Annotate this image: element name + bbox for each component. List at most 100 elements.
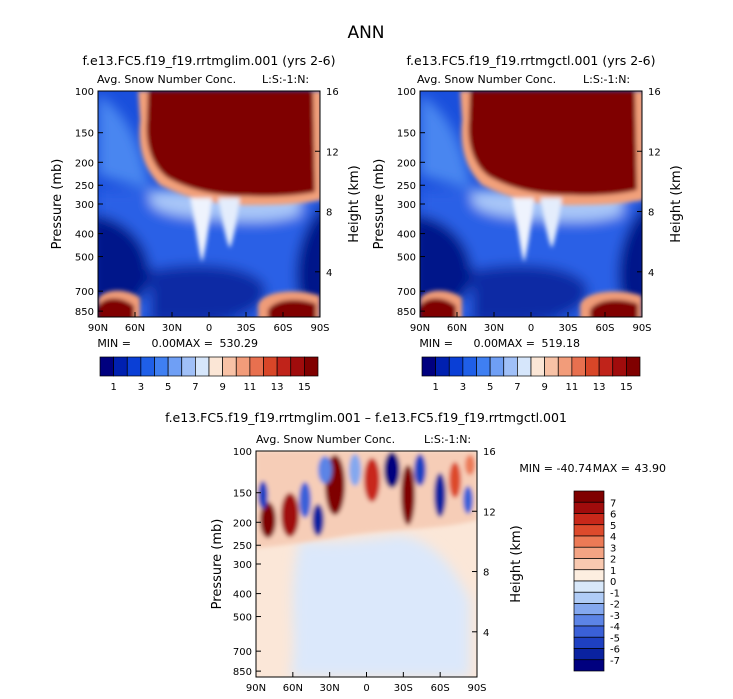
colorbar-cell <box>573 603 605 616</box>
colorbar-label: 11 <box>566 382 579 393</box>
panel-lim-ylabel-right: Height (km) <box>347 165 362 242</box>
y2-tick-label: 4 <box>483 628 489 639</box>
panel-ctl-title: f.e13.FC5.f19_f19.rrtmgctl.001 (yrs 2-6) <box>406 53 655 68</box>
x-tick-label: 30N <box>320 683 340 694</box>
field-deep-mid <box>472 265 588 317</box>
x-tick-label: 0 <box>528 323 534 334</box>
panel-ctl-axes: 90N 60N 30N 0 30S 60S 90S 100 150 200 250 300 400 500… <box>397 87 661 334</box>
field-red-cap <box>468 91 637 196</box>
colorbar-cell <box>435 356 450 377</box>
colorbar-label: 3 <box>610 543 616 554</box>
field-light-west <box>420 95 472 190</box>
colorbar-label: 15 <box>298 382 311 393</box>
x-tick-label: 0 <box>363 683 369 694</box>
colorbar-cell <box>573 513 605 526</box>
panel-lim-code: L:S:-1:N: <box>262 73 309 86</box>
diff-blue-cell <box>312 504 324 536</box>
colorbar-label: 7 <box>514 382 520 393</box>
diff-blue-cell <box>299 482 311 518</box>
colorbar-cell <box>290 356 305 377</box>
panel-lim-colorbar: 1 3 5 7 9 11 13 15 <box>99 356 319 393</box>
colorbar-cell <box>517 356 532 377</box>
panel-lim: f.e13.FC5.f19_f19.rrtmglim.001 (yrs 2-6)… <box>50 53 362 393</box>
y2-tick-label: 12 <box>483 507 496 518</box>
panel-ctl-ylabel: Pressure (mb) <box>372 159 387 250</box>
diff-blue-cell <box>258 481 268 509</box>
y-tick-label: 300 <box>233 560 252 571</box>
y2-tick-label: 12 <box>648 147 661 158</box>
panel-ctl-ylabel-right: Height (km) <box>669 165 684 242</box>
colorbar-cell <box>573 546 605 559</box>
y2-tick-label: 16 <box>326 87 339 98</box>
field-white-trough-1 <box>512 198 534 262</box>
colorbar-label: 0 <box>610 577 616 588</box>
diff-red-cell <box>449 462 461 498</box>
x-tick-label: 30N <box>484 323 504 334</box>
panel-ctl-code: L:S:-1:N: <box>583 73 630 86</box>
y-tick-label: 200 <box>233 518 252 529</box>
y-tick-label: 500 <box>397 253 416 264</box>
field-red-base-west <box>98 298 134 317</box>
y-tick-label: 850 <box>233 667 252 678</box>
panel-diff-subtitle: Avg. Snow Number Conc. <box>256 433 395 446</box>
panel-ctl-subtitle: Avg. Snow Number Conc. <box>417 73 556 86</box>
colorbar-cell <box>573 501 605 514</box>
field-blurred <box>98 95 320 317</box>
colorbar-label: -1 <box>610 588 620 599</box>
panel-ctl-plot <box>420 91 642 317</box>
diff-blue-cell <box>434 473 446 517</box>
colorbar-cell <box>154 356 169 377</box>
colorbar-cell <box>573 614 605 627</box>
colorbar-label: -7 <box>610 656 620 667</box>
colorbar-cell <box>208 356 223 377</box>
colorbar-label: 9 <box>541 382 547 393</box>
colorbar-label: 11 <box>244 382 257 393</box>
field-sharp <box>420 91 642 317</box>
y-tick-label: 850 <box>397 307 416 318</box>
panel-diff-code: L:S:-1:N: <box>424 433 471 446</box>
y-tick-label: 200 <box>397 158 416 169</box>
y2-tick-label: 4 <box>648 268 654 279</box>
y-tick-label: 700 <box>397 287 416 298</box>
colorbar-cell <box>195 356 210 377</box>
x-tick-label: 90N <box>246 683 266 694</box>
field-white-trough-1 <box>190 198 212 262</box>
figure-title: ANN <box>347 23 384 43</box>
colorbar-cell <box>249 356 264 377</box>
y-tick-label: 250 <box>75 181 94 192</box>
colorbar-cell <box>573 569 605 582</box>
y-tick-label: 300 <box>397 200 416 211</box>
diff-red-cell <box>465 455 475 475</box>
colorbar-label: 13 <box>271 382 284 393</box>
panel-lim-max-value: 530.29 <box>220 337 259 350</box>
field-white-trough-2 <box>218 198 240 248</box>
x-tick-label: 60S <box>431 683 450 694</box>
colorbar-label: 9 <box>219 382 225 393</box>
diff-red-cell <box>260 502 276 538</box>
colorbar-cell <box>263 356 278 377</box>
colorbar-label: 4 <box>610 532 616 543</box>
x-tick-label: 30N <box>162 323 182 334</box>
diff-blue-cell <box>349 454 361 486</box>
colorbar-label: 3 <box>460 382 466 393</box>
x-tick-label: 30S <box>394 683 413 694</box>
colorbar-label: 3 <box>138 382 144 393</box>
panel-ctl-min-label: MIN = <box>419 337 453 350</box>
x-tick-label: 60N <box>447 323 467 334</box>
panel-lim-plot <box>98 91 320 317</box>
colorbar-cell <box>571 356 586 377</box>
panel-ctl-max-label: MAX = <box>498 337 535 350</box>
y2-tick-label: 16 <box>648 87 661 98</box>
y2-tick-label: 16 <box>483 447 496 458</box>
diff-red-cell <box>401 465 415 525</box>
colorbar-label: 1 <box>610 566 616 577</box>
x-tick-label: 30S <box>236 323 255 334</box>
colorbar-label: 7 <box>192 382 198 393</box>
x-tick-label: 0 <box>206 323 212 334</box>
colorbar-cell <box>612 356 627 377</box>
y2-tick-label: 4 <box>326 268 332 279</box>
x-tick-label: 60S <box>595 323 614 334</box>
y-tick-label: 700 <box>233 647 252 658</box>
panel-diff-title: f.e13.FC5.f19_f19.rrtmglim.001 – f.e13.F… <box>165 410 567 425</box>
